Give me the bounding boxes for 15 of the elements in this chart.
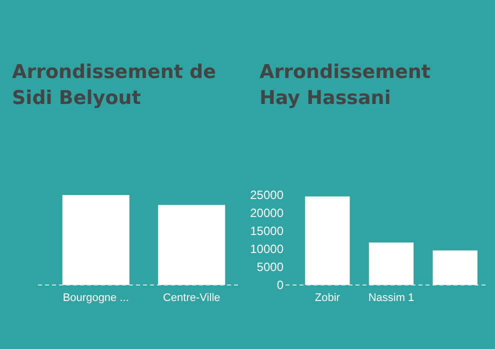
bar <box>368 242 414 285</box>
y-tick-label: 15000 <box>250 224 284 238</box>
bar <box>432 250 478 285</box>
chart-title: Arrondissement de Sidi Belyout <box>12 61 216 109</box>
y-tick-label: 5000 <box>256 260 284 274</box>
x-tick-label: Centre-Ville <box>162 292 220 304</box>
y-tick-label: 10000 <box>250 242 284 256</box>
chart-title: Arrondissement Hay Hassani <box>260 61 430 109</box>
x-tick-label: Zobir <box>314 292 340 304</box>
y-tick-label: 25000 <box>250 188 284 202</box>
bar <box>305 196 350 285</box>
y-tick-label: 20000 <box>250 206 284 220</box>
y-tick-label: 0 <box>276 278 284 292</box>
x-tick-label: Bourgogne ... <box>62 292 129 304</box>
x-tick-label: Nassim 1 <box>368 292 414 304</box>
